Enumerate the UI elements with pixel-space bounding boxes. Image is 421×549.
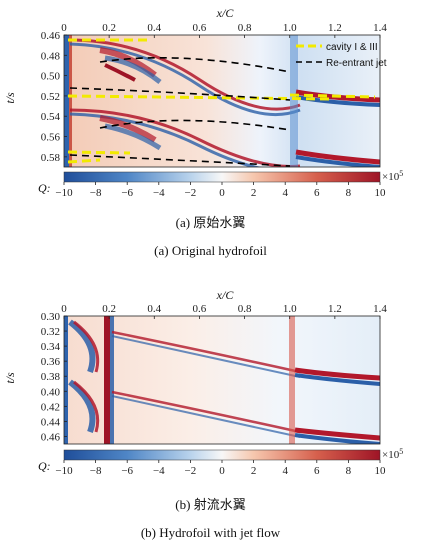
panel-b-x-ticks: 0 0.2 0.4 0.6 0.8 1.0 1.2 1.4 xyxy=(61,303,387,319)
x-tick-label: 1.4 xyxy=(373,303,387,315)
panel-a-colorbar-exponent: ×105 xyxy=(382,169,403,183)
colorbar-tick-label: 0 xyxy=(219,465,225,477)
x-tick-label: 0.4 xyxy=(147,303,161,315)
x-tick-label: 1.0 xyxy=(283,22,297,34)
x-tick-label: 0.2 xyxy=(102,303,116,315)
panel-b-caption-en: (b) Hydrofoil with jet flow xyxy=(140,525,281,540)
y-tick-label: 0.46 xyxy=(41,30,61,42)
panel-a-ylabel: t/s xyxy=(3,92,17,104)
colorbar-tick-label: 8 xyxy=(346,187,352,199)
colorbar-tick-label: −8 xyxy=(90,465,102,477)
colorbar-tick-label: −6 xyxy=(121,187,133,199)
y-tick-label: 0.48 xyxy=(41,50,61,62)
legend-label-cavity: cavity I & III xyxy=(326,42,378,53)
x-tick-label: 1.2 xyxy=(328,303,342,315)
panel-b-y-ticks: 0.30 0.32 0.34 0.36 0.38 0.40 0.42 0.44 0.46 xyxy=(41,311,67,443)
x-tick-label: 0.6 xyxy=(193,303,207,315)
x-tick-label: 1.0 xyxy=(283,303,297,315)
y-tick-label: 0.40 xyxy=(41,386,61,398)
legend-label-reentrant-jet: Re-entrant jet xyxy=(326,58,387,69)
panel-b-ylabel: t/s xyxy=(3,372,17,384)
x-tick-label: 0.8 xyxy=(238,22,252,34)
colorbar-tick-label: −8 xyxy=(90,187,102,199)
panel-a-xlabel: x/C xyxy=(216,6,235,20)
y-tick-label: 0.54 xyxy=(41,111,61,123)
colorbar-tick-label: 10 xyxy=(375,187,387,199)
panel-b-colorbar-exponent: ×105 xyxy=(382,447,403,461)
y-tick-label: 0.56 xyxy=(41,132,61,144)
panel-a-flow-structures xyxy=(64,35,380,167)
panel-a-colorbar-ticks: −10 −8 −6 −4 −2 0 2 4 6 8 10 xyxy=(55,182,386,199)
colorbar-tick-label: 2 xyxy=(251,465,257,477)
panel-a-legend: cavity I & III Re-entrant jet xyxy=(296,42,387,69)
colorbar-tick-label: 4 xyxy=(282,187,288,199)
panel-b-caption-cn: (b) 射流水翼 xyxy=(175,497,246,512)
y-tick-label: 0.34 xyxy=(41,341,61,353)
x-tick-label: 0 xyxy=(61,22,67,34)
panel-b-flow-structures xyxy=(64,316,380,444)
x-tick-label: 0.2 xyxy=(102,22,116,34)
x-tick-label: 0.8 xyxy=(238,303,252,315)
y-tick-label: 0.42 xyxy=(41,401,60,413)
x-tick-label: 0.4 xyxy=(147,22,161,34)
panel-b-xlabel: x/C xyxy=(216,288,235,302)
panel-b-colorbar-label: Q: xyxy=(38,459,51,473)
x-tick-label: 1.2 xyxy=(328,22,342,34)
colorbar-tick-label: −10 xyxy=(55,465,73,477)
colorbar-tick-label: −6 xyxy=(121,465,133,477)
x-tick-label: 0 xyxy=(61,303,67,315)
y-tick-label: 0.36 xyxy=(41,356,61,368)
panel-a-y-ticks: 0.46 0.48 0.50 0.52 0.54 0.56 0.58 xyxy=(41,30,67,164)
panel-a-x-ticks: 0 0.2 0.4 0.6 0.8 1.0 1.2 1.4 xyxy=(61,22,387,38)
colorbar-tick-label: 0 xyxy=(219,187,225,199)
y-tick-label: 0.44 xyxy=(41,416,61,428)
colorbar-tick-label: −10 xyxy=(55,187,73,199)
colorbar-tick-label: −4 xyxy=(153,187,165,199)
y-tick-label: 0.52 xyxy=(41,91,60,103)
x-tick-label: 1.4 xyxy=(373,22,387,34)
colorbar-tick-label: −4 xyxy=(153,465,165,477)
colorbar-tick-label: 6 xyxy=(314,465,320,477)
y-tick-label: 0.50 xyxy=(41,71,61,83)
x-tick-label: 0.6 xyxy=(193,22,207,34)
panel-a-colorbar-label: Q: xyxy=(38,181,51,195)
panel-b-plot: x/C t/s 0 0.2 0.4 0.6 0.8 1.0 1.2 1.4 0.300.320… xyxy=(3,288,403,477)
colorbar-tick-label: −2 xyxy=(185,187,197,199)
y-tick-label: 0.30 xyxy=(41,311,61,323)
panel-a-caption-en: (a) Original hydrofoil xyxy=(154,243,267,258)
colorbar-tick-label: 10 xyxy=(375,465,387,477)
y-tick-label: 0.32 xyxy=(41,326,60,338)
y-tick-label: 0.58 xyxy=(41,152,61,164)
colorbar-tick-label: 4 xyxy=(282,465,288,477)
panel-b-colorbar xyxy=(63,449,381,461)
panel-a-caption-cn: (a) 原始水翼 xyxy=(175,215,246,230)
y-tick-label: 0.38 xyxy=(41,371,61,383)
colorbar-tick-label: 2 xyxy=(251,187,257,199)
panel-b-colorbar-ticks: −10 −8 −6 −4 −2 0 2 4 6 8 10 xyxy=(55,460,386,477)
panel-a-frame xyxy=(63,34,381,168)
panel-a-colorbar xyxy=(63,171,381,183)
colorbar-tick-label: 8 xyxy=(346,465,352,477)
colorbar-tick-label: 6 xyxy=(314,187,320,199)
colorbar-tick-label: −2 xyxy=(185,465,197,477)
panel-b-frame xyxy=(63,315,381,445)
y-tick-label: 0.46 xyxy=(41,431,61,443)
